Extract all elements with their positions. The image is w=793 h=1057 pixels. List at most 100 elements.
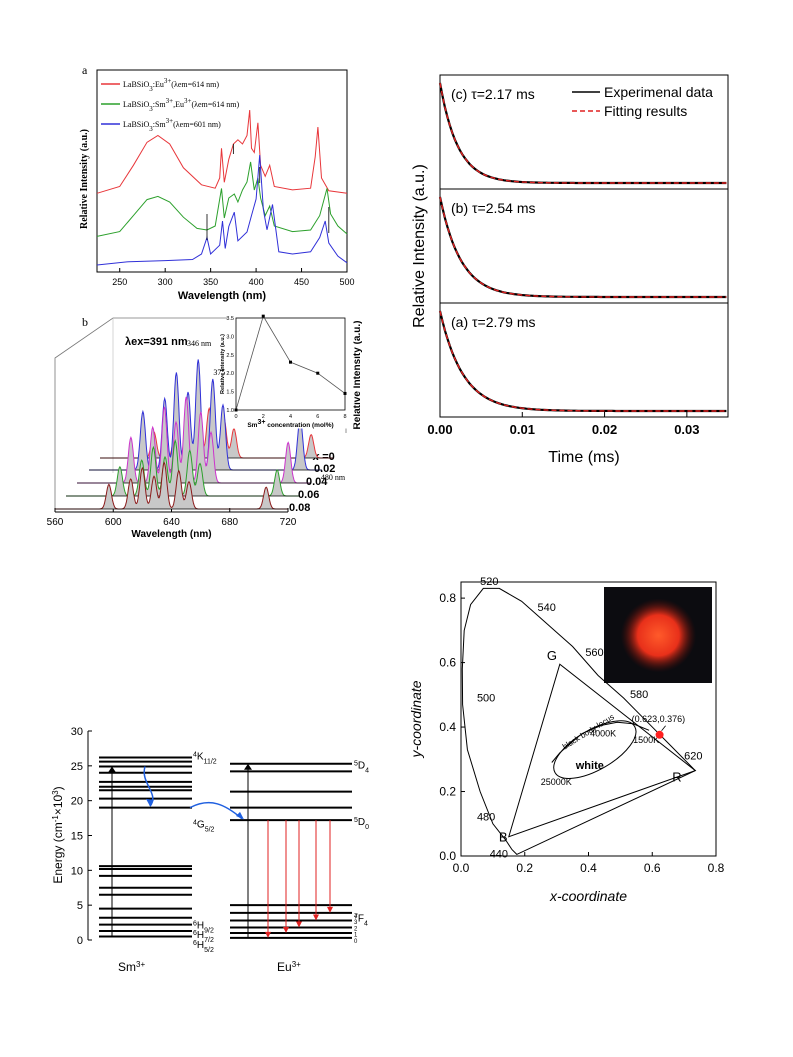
x-tick-label-c-3: 0.03 (674, 422, 699, 437)
annotation-a-3: 480 nm (321, 473, 346, 482)
x-axis-label-b: Wavelength (nm) (131, 529, 211, 540)
gamut-triangle (508, 663, 697, 838)
y-axis-label-a: Relative Intensity (a.u.) (79, 129, 90, 229)
x-tick-label-e-4: 0.8 (708, 861, 725, 875)
inset-x-tick-label-3: 6 (316, 414, 319, 420)
wavelength-label-0: 520 (480, 576, 498, 588)
y-tick-label-e-2: 0.4 (439, 720, 456, 734)
series-label-b-2: 0.04 (306, 476, 328, 488)
vertex-label-g: G (547, 648, 557, 663)
planckian-locus (551, 721, 650, 763)
planck-label-0: 25000K (541, 777, 572, 787)
y-axis-label-b: Relative Intensity (a.u.) (352, 321, 363, 430)
sm-excitation-arrowhead (108, 766, 116, 773)
inset-y-tick-label-3: 2.5 (226, 353, 234, 359)
fitting-curve-c-0 (439, 82, 727, 184)
inset-point-1 (261, 314, 265, 318)
y-tick-label-d-3: 15 (71, 831, 83, 843)
legend-label-c-0: Experimenal data (604, 84, 713, 100)
x-tick-label-e-3: 0.6 (644, 861, 661, 875)
x-tick-label-a-2: 350 (203, 277, 218, 287)
chart-title-b: λex=391 nm (125, 336, 188, 348)
inset-bg-b (227, 309, 354, 429)
annotation-a-0: 375 nm (213, 368, 238, 377)
y-tick-label-d-2: 10 (71, 865, 83, 877)
inset-frame-b (235, 317, 346, 411)
x-tick-label-c-0: 0.00 (427, 422, 452, 437)
sm-level-label-4: 6H5/2 (193, 940, 214, 954)
experimental-curve-c-2 (438, 310, 727, 413)
eu-level-label-1: 5D0 (354, 817, 369, 831)
eu-emission-arrowhead-2 (296, 921, 302, 928)
y-axis-label-d: Energy (cm-1×103) (51, 786, 66, 883)
y-tick-label-d-1: 5 (77, 900, 83, 912)
series-fill-b-0 (100, 408, 333, 458)
x-tick-label-e-1: 0.2 (516, 861, 533, 875)
wavelength-label-6: 480 (477, 812, 495, 824)
white-label: white (575, 760, 604, 772)
eu-emission-arrowhead-4 (327, 906, 333, 913)
inset-y-tick-label-1: 1.5 (226, 390, 234, 396)
sm-level-label-3: 6H7/2 (193, 930, 214, 944)
series-fill-b-1 (89, 359, 322, 470)
inset-x-label: Sm3+ concentration (mol%) (247, 419, 333, 430)
x-tick-label-c-2: 0.02 (592, 422, 617, 437)
series-label-b-1: 0.02 (314, 463, 335, 475)
y-tick-label-e-3: 0.6 (439, 656, 456, 670)
vertex-label-b: B (499, 830, 508, 845)
inset-point-3 (316, 371, 320, 375)
wavelength-label-5: 500 (477, 692, 495, 704)
inset-y-label: Relative Intensity (a.u.) (220, 334, 226, 394)
x-axis-label-e: x-coordinate (549, 888, 627, 904)
inset-x-tick-label-0: 0 (234, 414, 237, 420)
panel-label-b: b (82, 315, 88, 329)
plot-frame-c (439, 74, 729, 418)
eu-f-number-3: 1 (354, 933, 358, 939)
inset-x-tick-label-1: 2 (262, 414, 265, 420)
x-tick-label-a-3: 400 (249, 277, 264, 287)
vertex-label-r: R (672, 770, 681, 785)
x-tick-label-e-0: 0.0 (453, 861, 470, 875)
series-a-0 (96, 109, 348, 194)
eu-emission-arrowhead-1 (283, 927, 289, 934)
sm-level-label-0: 4K11/2 (193, 751, 217, 765)
x-tick-label-b-4: 720 (280, 517, 297, 528)
legend-label-a-1: LaBSiO3:Sm3+,Eu3+(λem=614 nm) (123, 97, 239, 113)
y-tick-label-d-4: 20 (71, 796, 83, 808)
x-axis-label-c: Time (ms) (548, 449, 619, 466)
inset-point-2 (289, 360, 292, 364)
eu-f-number-0: 4 (354, 914, 358, 920)
planck-label-2: 1500K (633, 735, 659, 745)
wavelength-label-2: 560 (585, 647, 603, 659)
legend-label-c-1: Fitting results (604, 103, 687, 119)
subpanel-label-c-2: (a) τ=2.79 ms (451, 314, 536, 330)
sm-level-label-2: 6H9/2 (193, 920, 214, 934)
cie-point (655, 730, 664, 739)
planck-label-1: 4000K (590, 729, 616, 739)
panel-label-a: a (82, 63, 88, 77)
series-fill-b-3 (66, 440, 299, 496)
eu-f-number-4: 0 (354, 939, 358, 945)
wavelength-label-4: 620 (684, 750, 702, 762)
x-tick-label-b-2: 640 (163, 517, 180, 528)
inset-x-tick-label-4: 8 (343, 414, 346, 420)
series-a-2 (96, 154, 348, 266)
eu-f-number-2: 2 (354, 926, 358, 932)
x-tick-label-e-2: 0.4 (580, 861, 597, 875)
series-label-b-3: 0.06 (298, 489, 319, 501)
plot-frame-a (96, 69, 348, 273)
x-tick-label-a-1: 300 (158, 277, 173, 287)
y-tick-label-e-1: 0.2 (439, 785, 456, 799)
spectral-locus (461, 587, 697, 856)
eu-level-label-2: 7F4 (354, 913, 368, 927)
series-label-b-4: 0.08 (289, 502, 310, 514)
legend-label-a-2: LaBSiO3:Sm3+(λem=601 nm) (123, 117, 221, 133)
y-tick-label-d-0: 0 (77, 935, 83, 947)
x-tick-label-c-1: 0.01 (510, 422, 535, 437)
x-tick-label-a-0: 250 (112, 277, 127, 287)
legend-label-a-0: LaBSiO3:Eu3+(λem=614 nm) (123, 77, 219, 93)
inset-point-4 (343, 391, 347, 395)
